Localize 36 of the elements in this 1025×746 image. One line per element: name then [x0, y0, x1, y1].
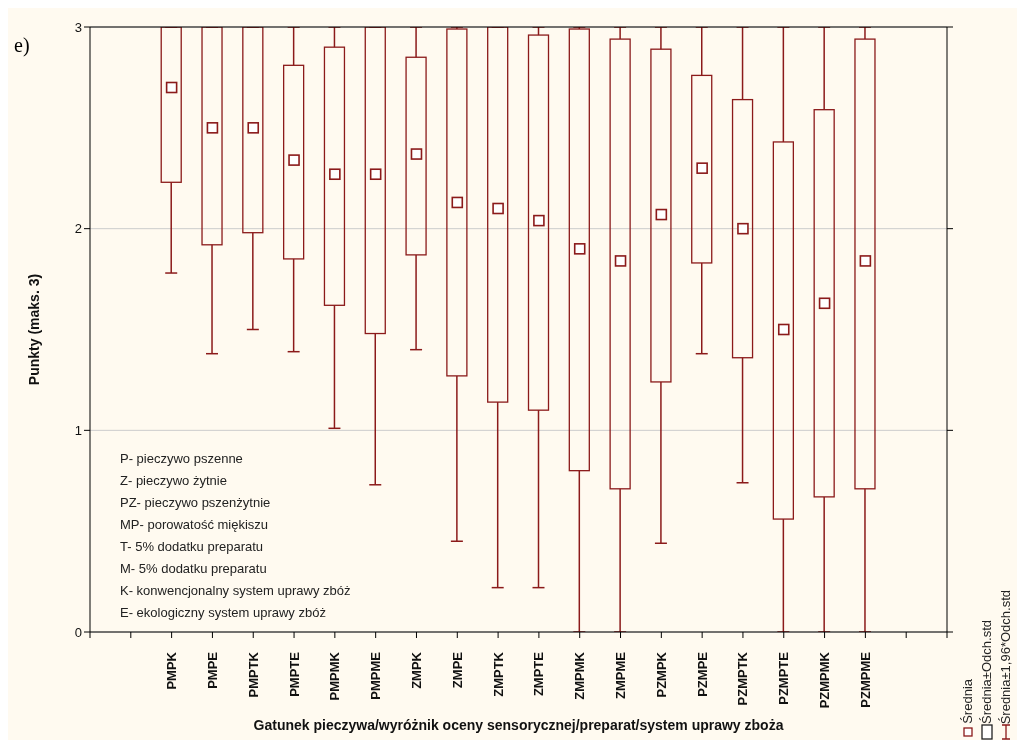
x-tick-label: PMPMK — [327, 651, 343, 701]
x-tick-label: ZMPK — [408, 651, 424, 689]
y-axis-title: Punkty (maks. 3) — [25, 273, 42, 386]
x-axis-title: Gatunek pieczywa/wyróżnik oceny sensorycznej/preparat/system uprawy zboża — [253, 717, 784, 733]
x-tick-label: ZMPMK — [572, 651, 588, 700]
text: Średnia±1,96*Odch.std — [998, 589, 1013, 724]
x-tick-label: PZMPK — [653, 651, 669, 698]
x-tick-label: PMPME — [368, 651, 384, 700]
y-tick-label: 3 — [74, 19, 82, 35]
text: e) — [14, 34, 30, 57]
x-tick-label: PMPTE — [286, 651, 302, 697]
annotation: K- konwencjonalny system uprawy zbóż — [120, 582, 351, 600]
x-tick-label: ZMPTE — [531, 651, 547, 697]
x-tick-label: PMPK — [164, 651, 180, 690]
x-tick-label: PZMPTK — [735, 651, 751, 706]
annotation: PZ- pieczywo pszenżytnie — [120, 494, 272, 512]
annotation: MP- porowatość miękiszu — [120, 516, 270, 534]
x-tick-label: PMPTK — [245, 651, 261, 698]
annotation: T- 5% dodatku preparatu — [120, 538, 265, 556]
x-tick-label: PZMPE — [694, 651, 710, 697]
x-tick-label: PZMPTE — [776, 651, 792, 705]
x-tick-label: PZMPMK — [817, 651, 833, 709]
x-tick-label: ZMPME — [613, 651, 629, 699]
annotation: P- pieczywo pszenne — [120, 450, 244, 468]
text: Średnia±Odch.std — [979, 620, 994, 724]
y-tick-label: 0 — [74, 624, 82, 640]
x-tick-label: PMPE — [204, 651, 220, 689]
text: Średnia — [960, 679, 975, 724]
annotation: M- 5% dodatku preparatu — [120, 560, 268, 578]
x-tick-label: ZMPE — [449, 651, 465, 689]
y-tick-label: 1 — [74, 422, 82, 438]
annotation: Z- pieczywo żytnie — [120, 472, 228, 490]
y-tick-label: 2 — [74, 221, 82, 237]
x-tick-label: PZMPME — [857, 651, 873, 708]
annotation: E- ekologiczny system uprawy zbóż — [120, 604, 327, 622]
x-tick-label: ZMPTK — [490, 651, 506, 697]
